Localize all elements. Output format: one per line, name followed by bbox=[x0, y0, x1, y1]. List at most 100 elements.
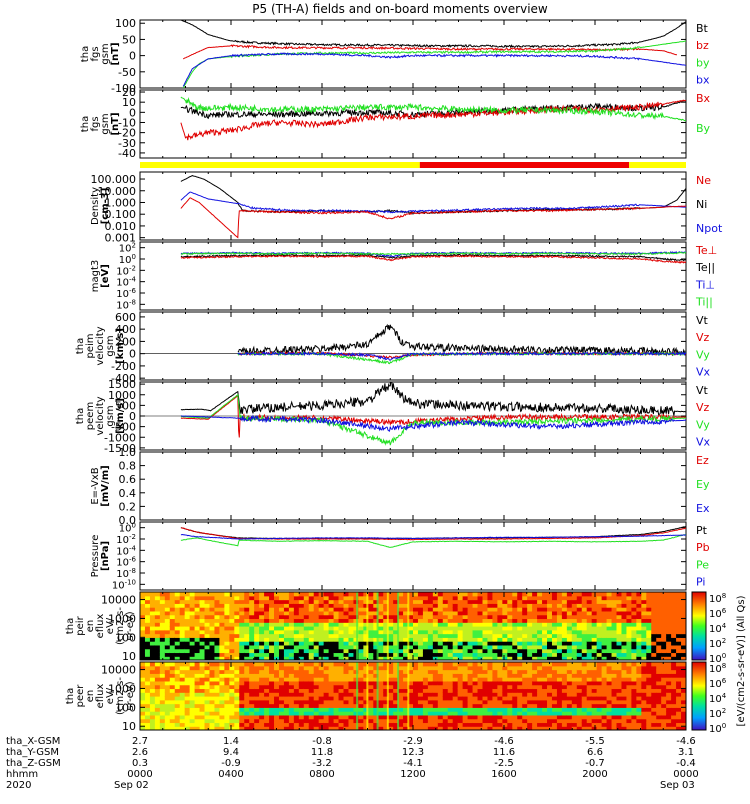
spec-cell bbox=[507, 618, 513, 623]
spec-cell bbox=[581, 684, 588, 690]
spec-cell bbox=[274, 614, 280, 620]
spec-cell bbox=[666, 607, 672, 612]
spec-cell bbox=[318, 644, 325, 650]
spec-cell bbox=[576, 680, 583, 686]
spec-cell bbox=[368, 699, 374, 705]
spec-cell bbox=[194, 662, 201, 667]
spec-cell bbox=[616, 707, 623, 712]
spec-cell bbox=[507, 699, 513, 705]
spec-cell bbox=[621, 614, 628, 620]
spec-cell bbox=[442, 726, 449, 730]
spec-cell bbox=[383, 714, 389, 720]
spec-cell bbox=[417, 726, 424, 730]
spec-cell bbox=[413, 711, 419, 716]
spec-cell bbox=[571, 607, 578, 612]
x-axis-value: -3.2 bbox=[312, 758, 332, 769]
spec-cell bbox=[661, 607, 667, 612]
x-axis-value: 12.3 bbox=[402, 747, 424, 758]
spec-cell bbox=[522, 652, 528, 657]
spec-cell bbox=[278, 726, 285, 730]
spec-cell bbox=[244, 662, 250, 667]
spec-cell bbox=[427, 592, 434, 597]
spec-cell bbox=[378, 680, 384, 686]
spec-cell bbox=[388, 648, 394, 654]
spec-cell bbox=[298, 629, 305, 635]
spec-cell bbox=[601, 726, 608, 730]
x-axis-value: 1600 bbox=[491, 769, 516, 780]
spec-cell bbox=[333, 603, 340, 608]
spec-cell bbox=[671, 592, 677, 597]
spec-cell bbox=[199, 677, 206, 682]
spec-cell bbox=[174, 662, 181, 667]
x-axis-value: 2000 bbox=[582, 769, 607, 780]
spec-cell bbox=[472, 641, 479, 646]
spec-cell bbox=[661, 669, 667, 674]
spec-cell bbox=[264, 673, 270, 678]
spec-cell bbox=[323, 692, 330, 697]
spec-cell bbox=[328, 610, 335, 616]
spec-cell bbox=[517, 726, 523, 730]
spec-cell bbox=[616, 637, 623, 642]
spec-cell bbox=[636, 714, 642, 720]
spec-cell bbox=[363, 714, 369, 720]
spec-cell bbox=[293, 652, 300, 657]
spec-cell bbox=[288, 648, 295, 654]
spec-cell bbox=[576, 696, 583, 701]
spec-cell bbox=[626, 662, 632, 667]
spec-cell bbox=[467, 718, 474, 724]
x-axis-value: -0.8 bbox=[312, 736, 332, 747]
spec-cell bbox=[383, 603, 389, 608]
spec-cell bbox=[343, 703, 350, 708]
spec-cell bbox=[532, 696, 538, 701]
spec-cell bbox=[383, 595, 389, 601]
spec-cell bbox=[631, 614, 637, 620]
spec-cell bbox=[393, 722, 399, 727]
colorbar-tick-label: 108 bbox=[709, 592, 726, 605]
spec-cell bbox=[338, 714, 345, 720]
y-tick-label: 10000 bbox=[101, 594, 136, 607]
spec-cell bbox=[388, 718, 394, 724]
spec-cell bbox=[651, 699, 657, 705]
spec-cell bbox=[432, 669, 439, 674]
spec-cell bbox=[532, 714, 538, 720]
spec-cell bbox=[308, 703, 315, 708]
spec-cell bbox=[571, 699, 578, 705]
spec-cell bbox=[532, 637, 538, 642]
spec-cell bbox=[532, 684, 538, 690]
spec-cell bbox=[239, 722, 245, 727]
spec-cell bbox=[586, 648, 593, 654]
spec-cell bbox=[174, 648, 181, 654]
spec-cell bbox=[422, 711, 429, 716]
spec-cell bbox=[502, 656, 508, 660]
spec-cell bbox=[373, 648, 379, 654]
spec-cell bbox=[532, 603, 538, 608]
series-density-npot bbox=[180, 191, 686, 214]
spec-cell bbox=[363, 665, 369, 671]
spec-cell bbox=[591, 711, 598, 716]
spec-cell bbox=[234, 696, 240, 701]
spec-cell bbox=[333, 592, 340, 597]
spec-cell bbox=[373, 665, 379, 671]
spec-cell bbox=[313, 656, 320, 660]
spec-cell bbox=[571, 688, 578, 693]
spec-cell bbox=[189, 688, 196, 693]
spec-cell bbox=[452, 599, 459, 604]
spec-cell bbox=[656, 592, 662, 597]
spec-cell bbox=[422, 618, 429, 623]
spec-cell bbox=[288, 665, 295, 671]
spec-cell bbox=[333, 665, 340, 671]
spec-cell bbox=[556, 626, 563, 631]
spec-cell bbox=[636, 595, 642, 601]
spec-cell bbox=[636, 688, 642, 693]
spec-cell bbox=[308, 595, 315, 601]
spec-cell bbox=[487, 722, 494, 727]
spec-cell bbox=[596, 684, 603, 690]
spec-cell bbox=[576, 633, 583, 638]
spec-cell bbox=[219, 637, 225, 642]
spec-cell bbox=[303, 607, 310, 612]
spec-cell bbox=[432, 629, 439, 635]
spec-cell bbox=[348, 699, 355, 705]
spec-cell bbox=[274, 711, 280, 716]
spec-cell bbox=[214, 680, 221, 686]
spec-cell bbox=[303, 614, 310, 620]
